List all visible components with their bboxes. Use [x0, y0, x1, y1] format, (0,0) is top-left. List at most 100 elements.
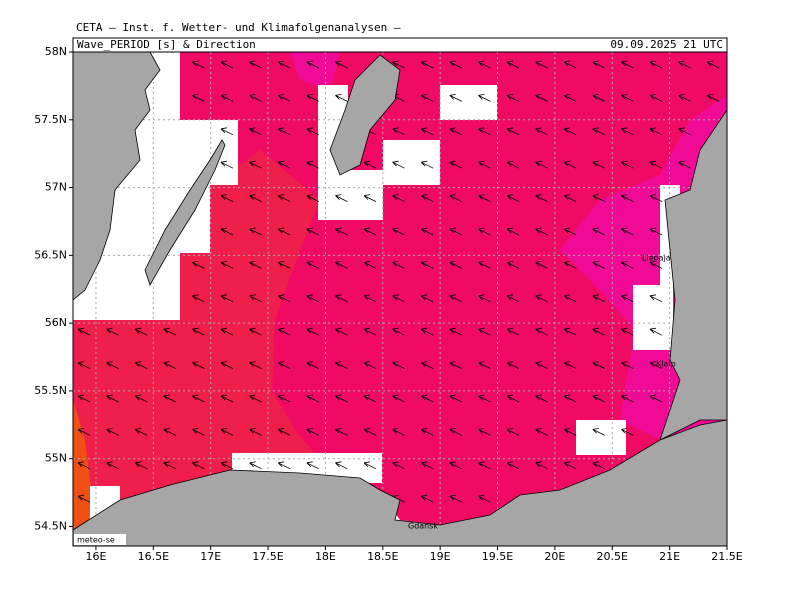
direction-arrow — [249, 94, 262, 102]
direction-arrow — [478, 361, 491, 369]
valid-time: 09.09.2025 21 UTC — [610, 38, 723, 51]
direction-arrow — [449, 327, 462, 336]
direction-arrow — [478, 261, 491, 269]
direction-arrow — [134, 394, 148, 403]
gotland — [329, 54, 401, 176]
direction-arrow — [392, 428, 405, 436]
direction-arrow — [535, 461, 548, 470]
x-tick-label: 19.5E — [482, 550, 513, 563]
direction-arrow — [335, 428, 348, 436]
direction-arrow — [506, 60, 520, 69]
direction-arrow — [363, 261, 377, 269]
period-field-west — [73, 150, 320, 530]
direction-arrow — [449, 428, 462, 436]
x-tick-label: 18.5E — [367, 550, 398, 563]
direction-arrow — [420, 60, 434, 69]
direction-arrow — [478, 461, 491, 470]
direction-arrow — [392, 127, 405, 136]
direction-arrow — [535, 194, 548, 202]
direction-arrow — [220, 194, 234, 202]
direction-arrow — [220, 94, 234, 102]
direction-arrow — [563, 361, 577, 369]
direction-arrow — [506, 461, 520, 470]
direction-arrow — [306, 461, 319, 470]
direction-arrow — [706, 60, 720, 69]
direction-arrow — [163, 327, 176, 336]
y-tick-label: 55.5N — [34, 384, 67, 397]
direction-arrow — [649, 194, 663, 202]
direction-arrow — [535, 127, 548, 136]
direction-arrow — [535, 227, 548, 236]
direction-arrow — [306, 361, 319, 369]
direction-arrow — [249, 461, 262, 470]
place-label: Klaip — [656, 360, 676, 369]
direction-arrow — [449, 60, 462, 69]
direction-arrow — [220, 261, 234, 269]
direction-arrow — [506, 127, 520, 136]
direction-arrow — [420, 394, 434, 403]
direction-arrow — [649, 294, 663, 303]
direction-arrow — [563, 327, 577, 336]
direction-arrow — [163, 361, 176, 369]
direction-arrow — [506, 327, 520, 336]
x-tick-label: 17.5E — [252, 550, 283, 563]
direction-arrow — [363, 394, 377, 403]
direction-arrow — [277, 160, 291, 169]
direction-arrow — [335, 327, 348, 336]
direction-arrow — [163, 461, 176, 470]
direction-arrow — [592, 94, 605, 102]
poland-coast — [73, 419, 727, 546]
direction-arrow — [106, 461, 119, 470]
y-tick-label: 57.5N — [34, 113, 67, 126]
direction-arrow — [363, 361, 377, 369]
direction-arrow — [420, 94, 434, 102]
direction-arrow — [306, 60, 319, 69]
direction-arrow — [306, 227, 319, 236]
direction-arrow — [363, 428, 377, 436]
direction-arrow — [449, 294, 462, 303]
direction-arrow — [392, 194, 405, 202]
place-label: Liepaja — [642, 254, 671, 263]
direction-arrow — [592, 294, 605, 303]
direction-arrow — [363, 294, 377, 303]
direction-arrow — [449, 461, 462, 470]
direction-arrow — [220, 294, 234, 303]
direction-arrow — [220, 60, 234, 69]
direction-arrow — [392, 461, 405, 470]
direction-arrow — [449, 394, 462, 403]
direction-arrow — [563, 428, 577, 436]
direction-arrow — [649, 127, 663, 136]
direction-arrow — [649, 160, 663, 169]
y-tick-label: 54.5N — [34, 519, 67, 532]
direction-arrow — [192, 294, 205, 303]
direction-arrow — [249, 394, 262, 403]
direction-arrow — [335, 294, 348, 303]
direction-arrow — [678, 160, 691, 169]
direction-arrow — [506, 194, 520, 202]
direction-arrow — [363, 327, 377, 336]
direction-arrow — [392, 60, 405, 69]
direction-arrow — [649, 361, 663, 369]
direction-arrow — [420, 294, 434, 303]
x-tick-label: 20E — [544, 550, 565, 563]
direction-arrow — [506, 227, 520, 236]
y-tick-label: 55N — [45, 452, 67, 465]
direction-arrow — [249, 227, 262, 236]
x-tick-label: 17E — [200, 550, 221, 563]
direction-arrow — [449, 127, 462, 136]
baltic-states — [659, 109, 727, 441]
credit-box — [74, 534, 126, 545]
direction-arrow — [621, 294, 634, 303]
direction-arrow — [535, 294, 548, 303]
direction-arrow — [277, 327, 291, 336]
direction-arrow — [592, 60, 605, 69]
direction-arrow — [306, 127, 319, 136]
direction-arrow — [192, 60, 205, 69]
direction-arrow — [678, 127, 691, 136]
direction-arrow — [621, 227, 634, 236]
direction-arrow — [649, 261, 663, 269]
direction-arrow — [420, 361, 434, 369]
y-tick-label: 56.5N — [34, 248, 67, 261]
